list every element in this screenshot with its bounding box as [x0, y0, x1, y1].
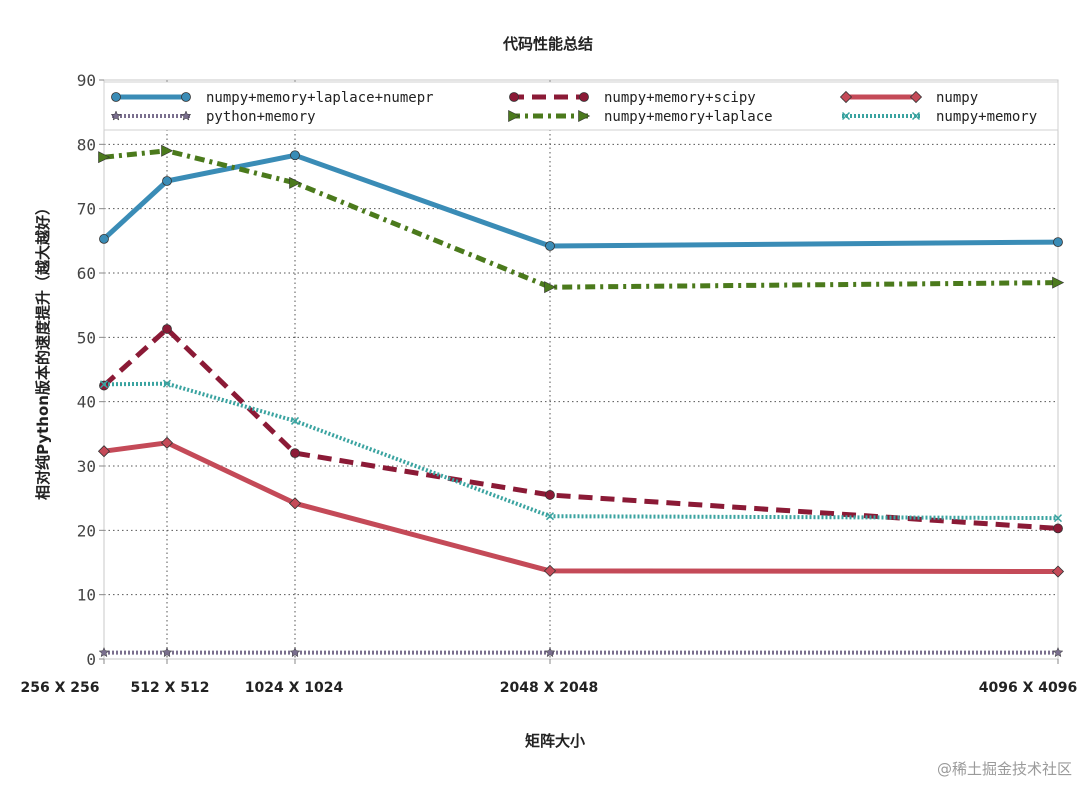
- data-point: [1053, 523, 1063, 534]
- series-5: [99, 379, 1063, 523]
- data-point: [162, 379, 172, 388]
- data-point: [545, 512, 555, 521]
- legend-label: numpy+memory+scipy: [604, 90, 756, 106]
- data-point: [1051, 565, 1065, 578]
- legend-entry: numpy: [839, 90, 978, 106]
- y-axis-ticks: 0 10 20 30 40 50 60 70 80 90: [77, 71, 104, 669]
- series-line: [102, 326, 1059, 531]
- x-tick-label: 1024 X 1024: [245, 680, 344, 696]
- data-point: [290, 150, 300, 161]
- legend-box: [103, 81, 1059, 131]
- x-tick-label: 2048 X 2048: [500, 680, 598, 696]
- y-axis-title: 相对纯Python版本的速度提升（越大越好）: [34, 200, 52, 500]
- legend-marker: [579, 92, 589, 102]
- legend-marker: [111, 92, 121, 102]
- data-point: [290, 416, 300, 425]
- data-point: [545, 241, 555, 251]
- legend-marker: [509, 92, 519, 102]
- legend: numpy+memory+laplace+numepr numpy+memory+…: [103, 81, 1059, 131]
- data-point: [161, 144, 174, 157]
- plot-area-frame: [103, 79, 1059, 660]
- watermark-text: @稀土掘金技术社区: [937, 760, 1072, 778]
- y-tick-label: 0: [86, 650, 96, 669]
- data-point: [97, 445, 111, 458]
- data-point: [1053, 237, 1063, 248]
- data-point: [289, 176, 302, 189]
- series-lines: [97, 144, 1065, 658]
- data-point: [289, 646, 301, 658]
- legend-marker: [508, 110, 521, 122]
- legend-label: numpy+memory+laplace+numepr: [206, 90, 434, 106]
- data-point: [290, 448, 300, 459]
- data-point: [1052, 646, 1064, 658]
- chart-title: 代码性能总结: [502, 35, 593, 53]
- legend-entry: numpy+memory: [841, 109, 1037, 125]
- series-0: [99, 150, 1063, 251]
- y-tick-label: 50: [77, 328, 96, 347]
- legend-label: numpy: [936, 90, 978, 106]
- data-point: [98, 646, 110, 658]
- data-point: [162, 176, 172, 186]
- series-1: [99, 324, 1063, 534]
- x-tick-label: 256 X 256: [21, 680, 100, 696]
- y-tick-label: 90: [77, 71, 96, 90]
- data-point: [161, 646, 173, 658]
- legend-marker: [839, 90, 853, 104]
- y-tick-label: 70: [77, 200, 96, 219]
- data-point: [162, 324, 172, 334]
- data-point: [98, 151, 111, 164]
- legend-entry: numpy+memory+scipy: [509, 90, 756, 106]
- legend-entry: python+memory: [110, 109, 316, 125]
- legend-marker: [911, 111, 921, 121]
- legend-marker: [110, 110, 122, 121]
- x-axis-title: 矩阵大小: [525, 732, 585, 750]
- data-point: [544, 281, 557, 294]
- legend-label: numpy+memory+laplace: [604, 109, 773, 125]
- data-point: [160, 436, 174, 449]
- y-tick-label: 40: [77, 393, 96, 412]
- y-tick-label: 30: [77, 457, 96, 476]
- legend-entry: numpy+memory+laplace: [508, 109, 773, 125]
- data-point: [544, 646, 556, 658]
- data-point: [543, 564, 557, 577]
- data-point: [99, 380, 109, 389]
- y-tick-label: 10: [77, 586, 96, 605]
- x-tick-label: 512 X 512: [131, 680, 210, 696]
- series-4: [98, 144, 1065, 294]
- y-tick-label: 20: [77, 521, 96, 540]
- legend-label: python+memory: [206, 109, 316, 125]
- legend-label: numpy+memory: [936, 109, 1037, 125]
- y-tick-label: 80: [77, 135, 96, 154]
- legend-marker: [578, 110, 591, 122]
- data-point: [1052, 276, 1065, 289]
- legend-marker: [909, 90, 923, 104]
- data-point: [1053, 514, 1063, 523]
- data-point: [545, 490, 555, 500]
- grid: [104, 80, 1058, 659]
- y-tick-label: 60: [77, 264, 96, 283]
- legend-entry: numpy+memory+laplace+numepr: [111, 90, 434, 106]
- series-2: [97, 436, 1065, 578]
- series-3: [98, 646, 1064, 658]
- x-axis-ticks: 256 X 256 512 X 512 1024 X 1024 2048 X 2048…: [21, 659, 1077, 696]
- legend-marker: [181, 92, 191, 102]
- legend-marker: [841, 111, 851, 121]
- data-point: [288, 497, 302, 510]
- legend-marker: [180, 110, 192, 121]
- x-tick-label: 4096 X 4096: [979, 680, 1077, 696]
- data-point: [99, 234, 109, 244]
